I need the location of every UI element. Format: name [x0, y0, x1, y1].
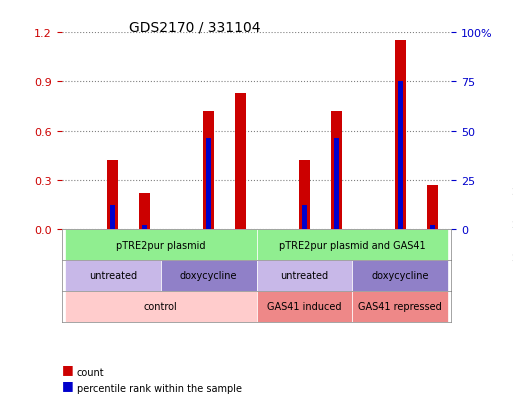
Text: GDS2170 / 331104: GDS2170 / 331104 — [129, 21, 261, 35]
Text: pTRE2pur plasmid and GAS41: pTRE2pur plasmid and GAS41 — [279, 240, 426, 250]
Text: untreated: untreated — [89, 271, 137, 281]
Bar — [334, 139, 339, 230]
Bar — [394, 41, 406, 230]
FancyBboxPatch shape — [256, 291, 352, 322]
FancyBboxPatch shape — [65, 230, 256, 260]
Text: untreated: untreated — [281, 271, 328, 281]
Bar — [203, 112, 214, 230]
Text: GAS41 induced: GAS41 induced — [267, 302, 342, 312]
FancyBboxPatch shape — [352, 260, 448, 291]
Bar — [299, 161, 310, 230]
Bar — [143, 225, 147, 230]
FancyBboxPatch shape — [65, 291, 256, 322]
FancyBboxPatch shape — [352, 291, 448, 322]
Text: pTRE2pur plasmid: pTRE2pur plasmid — [116, 240, 205, 250]
Bar — [235, 94, 246, 230]
Bar — [139, 194, 150, 230]
Bar — [427, 185, 438, 230]
Text: count: count — [77, 367, 105, 377]
Text: GAS41 repressed: GAS41 repressed — [359, 302, 442, 312]
Text: percentile rank within the sample: percentile rank within the sample — [77, 383, 242, 393]
Bar — [206, 139, 211, 230]
Text: doxycycline: doxycycline — [371, 271, 429, 281]
FancyBboxPatch shape — [256, 260, 352, 291]
FancyBboxPatch shape — [65, 260, 161, 291]
Bar — [302, 206, 307, 230]
Text: control: control — [144, 302, 177, 312]
Bar — [331, 112, 342, 230]
FancyBboxPatch shape — [161, 260, 256, 291]
Text: ■: ■ — [62, 362, 73, 375]
Text: ■: ■ — [62, 378, 73, 391]
FancyBboxPatch shape — [256, 230, 448, 260]
Bar — [110, 206, 115, 230]
Bar — [430, 225, 435, 230]
Bar — [107, 161, 119, 230]
Bar — [398, 82, 403, 230]
Text: doxycycline: doxycycline — [180, 271, 238, 281]
